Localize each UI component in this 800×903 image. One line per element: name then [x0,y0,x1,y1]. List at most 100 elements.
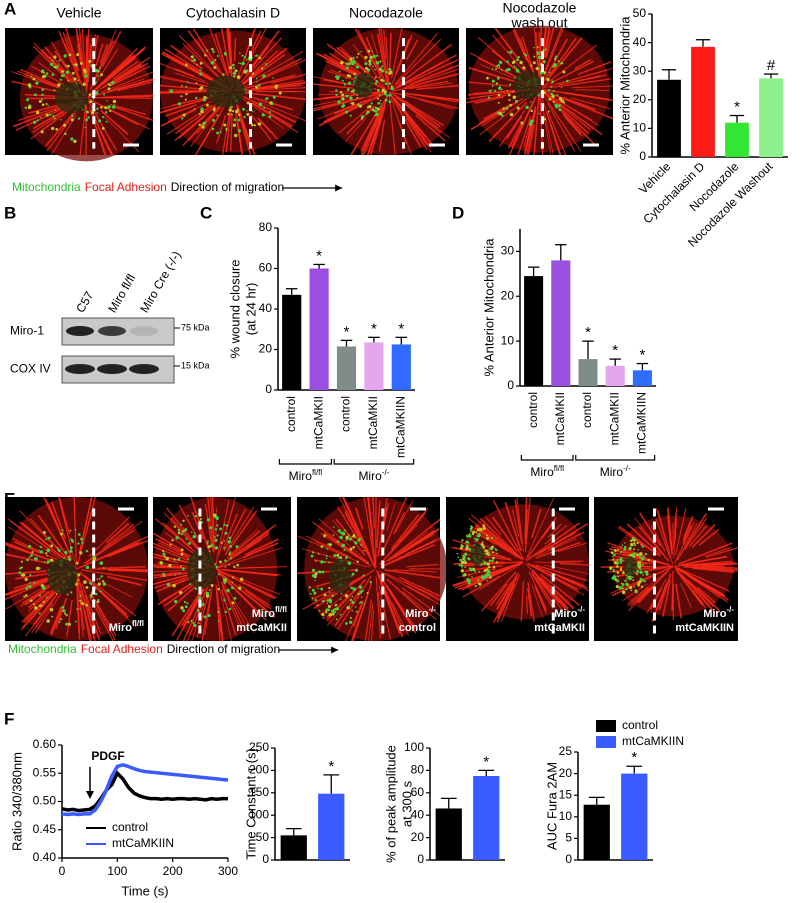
mitochondrion [228,563,231,566]
mitochondrion [228,66,232,70]
mitochondrion [94,91,99,95]
y-tick-label: 40 [259,301,273,315]
mitochondrion [380,78,384,82]
mitochondrion [368,59,372,63]
actin-fiber [214,500,230,569]
mitochondrion [530,64,533,67]
y-tick-label: 25 [559,744,573,758]
mitochondrion [347,561,352,565]
mitochondrion [477,579,479,582]
actin-fiber [216,569,280,595]
mitochondrion [57,83,61,87]
mitochondrion [377,101,381,105]
mitochondrion [386,94,389,97]
mitochondrion [212,118,216,122]
mitochondrion [227,112,230,116]
mitochondrion [548,97,552,101]
mitochondrion [343,548,346,551]
mitochondrion [318,609,321,612]
group-label: Mirofl/fl [530,464,564,480]
x-tick-label: control [580,392,594,428]
mitochondrion [552,65,554,68]
mitochondrion [26,585,29,587]
actin-fiber [388,92,422,148]
mitochondrion [46,554,48,557]
mitochondrion [349,620,353,624]
y-axis-label: % of peak amplitude [383,745,398,863]
mitochondrion [375,112,379,117]
mitochondrion [19,567,22,570]
mitochondrion [536,46,539,48]
mitochondrion [366,592,369,595]
mitochondrion [343,529,346,532]
group-label: Miro-/- [358,468,389,484]
mitochondrion [388,70,393,75]
bar [336,346,357,390]
actin-fiber [408,82,454,90]
actin-fiber [214,33,231,82]
actin-fiber [107,540,148,558]
mitochondrion [225,128,228,130]
mitochondrion [205,103,209,107]
mitochondrion [328,591,331,593]
mitochondrion [326,602,329,605]
mitochondrion [250,123,254,127]
mitochondrion [328,543,332,547]
actin-fiber [89,99,138,126]
mitochondrion [232,123,237,127]
actin-fiber [403,72,460,90]
image-label: Miro-/- [405,605,436,620]
x-tick-label: 0 [59,864,66,878]
group-label: Miro-/- [600,464,631,480]
mitochondrion [188,541,191,545]
y-tick-label: 250 [249,740,269,754]
actin-fiber [517,115,532,156]
image-label-sup: -/- [726,605,734,614]
mitochondrion [230,113,233,116]
mitochondrion [358,585,363,589]
mitochondrion [497,93,501,97]
image-label-sup: -/- [428,605,436,614]
mitochondrion [351,601,355,605]
mitochondrion [235,109,239,114]
mitochondrion [468,579,471,582]
mitochondrion [481,541,484,543]
mitochondrion [180,606,184,610]
mitochondrion [485,561,487,563]
y-tick-label: 0.45 [33,822,57,836]
mitochondrion [245,58,248,61]
actin-fiber [50,115,77,156]
mitochondrion [542,60,546,64]
mitochondrion [328,612,333,617]
mitochondrion [458,564,461,567]
mitochondrion [209,526,213,530]
mitochondrion [58,59,61,62]
mitochondrion [100,575,103,578]
mitochondrion [516,106,520,110]
actin-fiber [260,58,302,79]
mitochondrion [337,556,340,559]
mitochondrion [79,599,82,602]
actin-fiber [352,582,373,642]
mitochondrion [80,601,84,605]
image-label-sup: -/- [577,605,585,614]
bar [282,294,302,390]
actin-fiber [527,582,535,622]
actin-fiber [491,516,518,553]
actin-fiber [405,68,460,87]
mitochondrion [102,566,105,569]
mitochondrion [517,55,520,59]
mitochondrion [69,549,73,553]
mitochondrion [198,123,202,127]
actin-fiber [698,528,720,546]
mitochondrion [511,61,515,65]
actin-fiber [687,575,729,603]
mitochondrion [335,603,338,606]
mitochondrion [59,78,62,81]
legend-label: control [622,718,658,732]
actin-fiber [492,500,525,561]
mitochondrion [347,534,350,536]
mitochondrion [220,541,223,544]
mitochondrion [355,65,360,69]
